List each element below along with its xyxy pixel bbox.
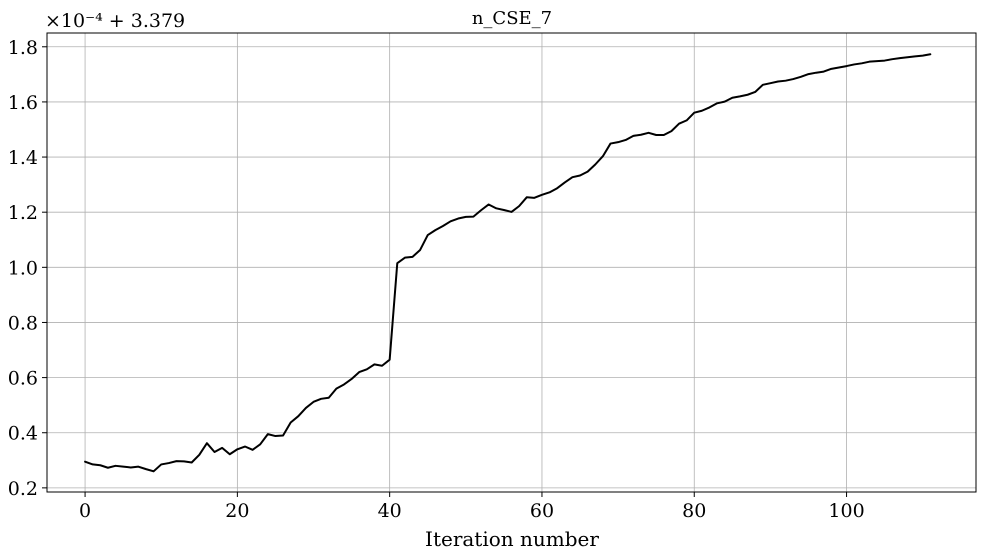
x-tick-label: 0 [79,500,91,522]
x-tick-label: 80 [682,500,706,522]
y-tick-label: 0.6 [8,368,38,390]
y-tick-label: 0.2 [8,478,38,500]
y-tick-label: 1.2 [8,202,38,224]
x-tick-label: 40 [378,500,402,522]
y-tick-label: 1.0 [8,257,38,279]
x-tick-label: 100 [828,500,864,522]
series-layer [84,53,932,473]
grid [47,33,976,492]
chart-title: n_CSE_7 [472,8,552,29]
x-tick-label: 20 [225,500,249,522]
x-tick-label: 60 [530,500,554,522]
x-axis-title: Iteration number [425,527,599,551]
y-tick-label: 1.8 [8,37,38,59]
plot-area-frame [46,32,977,493]
y-tick-label: 0.4 [8,423,38,445]
y-tick-label: 1.6 [8,92,38,114]
axis-ticks: 0 20 40 60 80 100 0.2 0.4 0.6 0.8 1.0 1.2 1.4 1.6 1.8 [8,37,865,522]
series-line [84,53,932,473]
y-axis-offset-label: ×10⁻⁴ + 3.379 [45,10,185,32]
y-tick-label: 0.8 [8,312,38,334]
y-tick-label: 1.4 [8,147,38,169]
